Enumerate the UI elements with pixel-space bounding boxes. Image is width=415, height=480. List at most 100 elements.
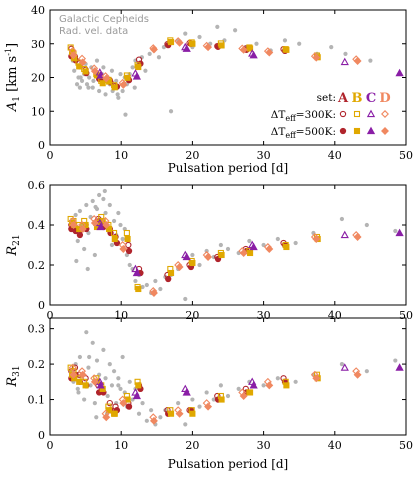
observed-point [183, 296, 188, 302]
panel-r31-y-tick-label: 0 [38, 429, 45, 442]
observed-point [84, 202, 89, 208]
panel-a1-y-ticks: 0 10 20 30 40 [31, 4, 406, 152]
model-point-d [353, 233, 362, 241]
observed-point [73, 212, 78, 218]
panel-a1-x-tick-label: 40 [328, 149, 342, 162]
model-point-c [132, 72, 141, 80]
panel-r31-series-5 [95, 363, 349, 396]
legend-marker-300k-d [381, 110, 389, 118]
observed-point [123, 112, 128, 117]
observed-point [103, 210, 108, 216]
observed-point [76, 390, 81, 395]
model-point-d [69, 221, 78, 229]
model-point-a [125, 247, 133, 255]
model-point-d [78, 370, 87, 379]
observed-point [211, 397, 216, 402]
observed-point [114, 78, 119, 83]
observed-point [109, 242, 115, 248]
panel-a1-series-6 [96, 44, 404, 80]
panel-r21-frame [49, 184, 407, 306]
model-point-a [106, 399, 113, 407]
model-point-d [239, 249, 248, 257]
observed-point [161, 45, 167, 50]
observed-point [77, 208, 83, 214]
panel-r31-x-ticks: 0 10 20 30 40 50 [47, 318, 413, 452]
model-point-c [182, 388, 191, 396]
model-point-b [135, 382, 142, 389]
observed-point [94, 415, 99, 420]
observed-point [261, 383, 266, 388]
model-point-d [90, 67, 99, 76]
panel-r31-x-tick-label: 30 [257, 439, 271, 452]
model-point-d [312, 53, 321, 62]
legend-set-b: B [352, 91, 363, 106]
model-point-d [204, 253, 213, 261]
model-point-b [167, 39, 175, 46]
model-point-d [265, 48, 274, 57]
observed-point [218, 383, 223, 388]
observed-point [132, 85, 137, 90]
model-point-d [353, 56, 362, 65]
model-point-b [135, 285, 142, 293]
observed-point [153, 278, 158, 284]
model-point-b [76, 378, 83, 385]
panel-a1-y-tick-label: 30 [31, 38, 45, 51]
observed-point [225, 246, 231, 252]
model-point-b [111, 235, 118, 243]
observed-point [107, 361, 112, 367]
panel-r21-y-tick-label: 0.4 [28, 219, 46, 232]
panel-r21-y-ticks: 0 0.2 0.4 0.6 [28, 179, 406, 312]
panel-r21-x-tick-label: 40 [328, 309, 342, 322]
panel-r31-ylabel: R31 [5, 365, 22, 387]
observed-point [75, 386, 80, 392]
observed-point [87, 75, 92, 80]
model-point-d [204, 43, 213, 52]
model-point-d [119, 80, 128, 89]
observed-point [140, 400, 145, 406]
model-point-b [283, 243, 290, 251]
observed-point [86, 85, 91, 90]
observed-point [176, 400, 181, 406]
model-point-c [340, 363, 349, 371]
observed-point [116, 95, 121, 100]
model-point-d [119, 399, 128, 408]
panel-r31-xlabel: Pulsation period [d] [168, 457, 289, 471]
observed-point [103, 376, 108, 381]
observed-point [261, 242, 266, 248]
model-point-d [265, 381, 274, 390]
observed-point [90, 198, 95, 204]
panel-a1-series-8 [69, 38, 362, 89]
model-point-d [102, 413, 111, 422]
observed-point [127, 379, 132, 384]
observed-point [74, 82, 80, 87]
observed-point [197, 34, 202, 40]
model-point-c [340, 230, 349, 239]
observed-point [130, 65, 135, 70]
legend-set-d: D [379, 91, 390, 106]
observed-point [204, 390, 209, 395]
legend-marker-300k-c [366, 109, 376, 118]
model-point-b [135, 63, 142, 71]
observed-point [111, 369, 117, 374]
observed-point [84, 330, 89, 335]
legend-marker-500k-c [366, 126, 376, 135]
model-point-b [167, 410, 175, 417]
model-point-d [239, 45, 248, 54]
panel-r21-x-tick-label: 50 [399, 309, 413, 322]
model-point-b [218, 251, 225, 259]
model-point-c [132, 268, 141, 277]
panel-a1-marks [67, 24, 404, 117]
observed-point [297, 41, 302, 46]
legend-row2-label: ΔTeff=500K: [271, 126, 336, 140]
model-point-d [69, 51, 78, 60]
observed-point [116, 210, 121, 216]
observed-point [339, 361, 345, 367]
observed-point [364, 222, 369, 228]
observed-point [82, 397, 87, 402]
model-point-c [249, 242, 258, 251]
panel-r21-y-tick-label: 0.6 [28, 179, 46, 192]
observed-point [225, 393, 231, 399]
panel-a1-xlabel: Pulsation period [d] [168, 161, 289, 175]
model-point-b [99, 80, 106, 87]
